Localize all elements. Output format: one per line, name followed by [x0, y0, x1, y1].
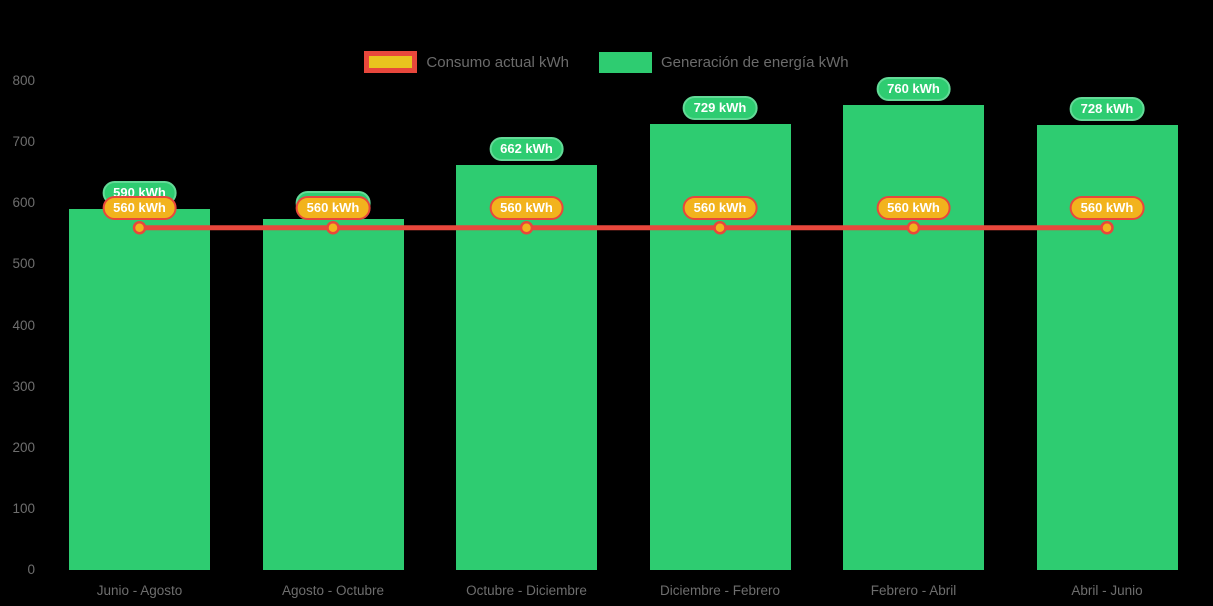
y-tick-label: 300 — [12, 378, 35, 394]
y-tick-label: 600 — [12, 195, 35, 211]
legend-label-generacion: Generación de energía kWh — [660, 53, 849, 71]
consumo-swatch-icon — [364, 51, 418, 73]
consumption-value-label: 560 kWh — [682, 195, 758, 220]
consumption-value-label: 560 kWh — [102, 195, 177, 220]
x-axis-label: Abril - Junio — [1071, 583, 1143, 598]
x-axis-label: Diciembre - Febrero — [659, 583, 781, 598]
generation-bar[interactable] — [262, 219, 404, 570]
y-tick-label: 0 — [27, 562, 35, 577]
consumption-point[interactable] — [519, 220, 534, 235]
consumption-point[interactable] — [326, 220, 340, 235]
legend-item-generacion[interactable]: Generación de energía kWh — [598, 51, 849, 73]
generation-value-label: 729 kWh — [682, 96, 758, 121]
consumption-value-label: 560 kWh — [1069, 195, 1145, 220]
generation-bar[interactable] — [843, 105, 984, 570]
generation-bar[interactable] — [69, 209, 210, 570]
y-tick-label: 200 — [12, 439, 35, 455]
generation-value-label: 728 kWh — [1069, 97, 1145, 121]
consumption-point[interactable] — [906, 220, 921, 235]
y-tick-label: 100 — [12, 500, 35, 516]
legend-item-consumo[interactable]: Consumo actual kWh — [364, 51, 569, 73]
generation-value-label: 760 kWh — [876, 77, 951, 102]
y-tick-label: 400 — [12, 317, 35, 333]
x-axis-label: Octubre - Diciembre — [466, 583, 587, 598]
legend-label-consumo: Consumo actual kWh — [426, 53, 569, 71]
x-axis-label: Junio - Agosto — [96, 583, 183, 598]
x-axis-label: Febrero - Abril — [870, 583, 957, 598]
generation-value-label: 662 kWh — [489, 137, 564, 162]
consumption-value-label: 560 kWh — [489, 195, 564, 220]
consumption-value-label: 560 kWh — [295, 195, 371, 220]
chart-legend: Consumo actual kWh Generación de energía… — [0, 50, 1213, 74]
y-tick-label: 800 — [12, 73, 35, 88]
consumption-point[interactable] — [1100, 220, 1114, 235]
y-tick-label: 500 — [12, 256, 35, 272]
consumption-point[interactable] — [132, 220, 147, 235]
consumption-point[interactable] — [713, 220, 727, 235]
generacion-swatch-icon — [598, 51, 652, 73]
x-axis-label: Agosto - Octubre — [281, 583, 385, 598]
consumption-value-label: 560 kWh — [876, 195, 951, 220]
y-tick-label: 700 — [12, 134, 35, 150]
